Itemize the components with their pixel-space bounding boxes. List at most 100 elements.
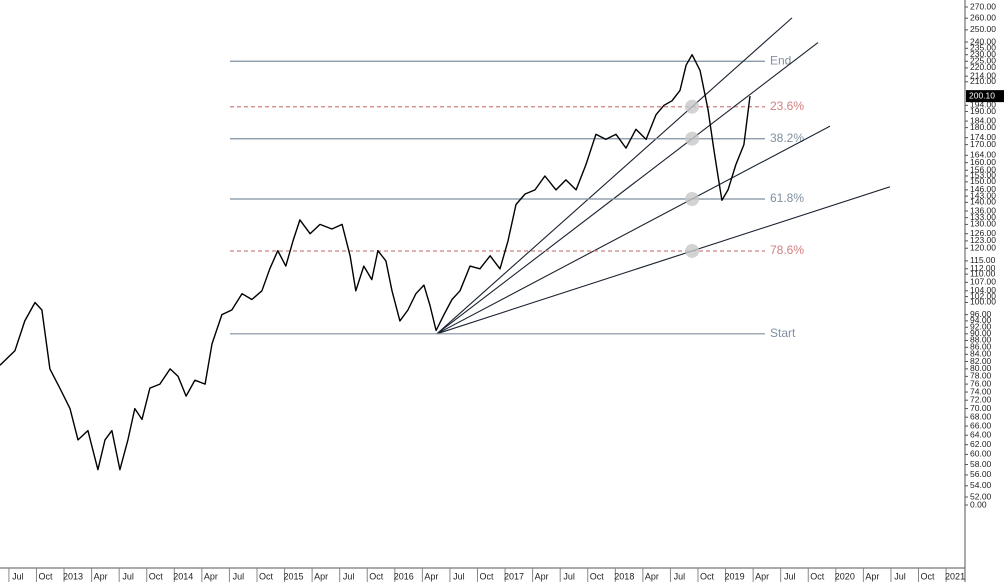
y-tick-label: 66.00: [970, 420, 992, 430]
x-tick-label: Oct: [149, 571, 164, 581]
x-tick-label: Jul: [674, 571, 686, 581]
x-tick-label: Apr: [424, 571, 438, 581]
x-tick-label: 2016: [394, 571, 414, 581]
x-tick-label: Jul: [784, 571, 796, 581]
y-tick-label: 194.00: [970, 100, 996, 110]
y-tick-label: 0.00: [970, 499, 987, 509]
y-tick-label: 156.00: [970, 164, 996, 174]
y-tick-label: 54.00: [970, 480, 992, 490]
x-tick-label: 2015: [284, 571, 304, 581]
x-tick-label: Apr: [314, 571, 328, 581]
fan-point: [685, 99, 700, 114]
x-tick-label: 2020: [835, 571, 855, 581]
x-tick-label: Oct: [810, 571, 825, 581]
y-tick-label: 52.00: [970, 491, 992, 501]
y-tick-label: 180.00: [970, 122, 996, 132]
y-tick-label: 64.00: [970, 429, 992, 439]
y-tick-label: 96.00: [970, 309, 992, 319]
fan-line: [436, 42, 819, 335]
x-tick-label: Apr: [94, 571, 108, 581]
x-tick-label: Jul: [122, 571, 134, 581]
fib-label: 38.2%: [770, 131, 804, 145]
y-tick-label: 230.00: [970, 49, 996, 59]
y-tick-label: 74.00: [970, 386, 992, 396]
fan-line: [436, 186, 891, 335]
fan-point: [685, 191, 700, 206]
y-tick-label: 62.00: [970, 439, 992, 449]
x-tick-label: Jul: [894, 571, 906, 581]
x-tick-label: Apr: [755, 571, 769, 581]
x-tick-label: Oct: [700, 571, 715, 581]
y-tick-label: 133.00: [970, 212, 996, 222]
x-tick-label: Oct: [38, 571, 53, 581]
x-tick-label: Oct: [921, 571, 936, 581]
y-tick-label: 164.00: [970, 150, 996, 160]
y-tick-label: 130.00: [970, 219, 996, 229]
fib-label: End: [770, 53, 791, 67]
y-tick-label: 140.00: [970, 197, 996, 207]
y-tick-label: 115.00: [970, 255, 996, 265]
fan-line: [436, 125, 831, 335]
y-tick-label: 270.00: [970, 1, 996, 11]
y-tick-label: 76.00: [970, 378, 992, 388]
x-tick-label: Jul: [343, 571, 355, 581]
y-tick-label: 102.00: [970, 291, 996, 301]
y-tick-label: 260.00: [970, 12, 996, 22]
y-tick-label: 214.00: [970, 70, 996, 80]
price-line: [0, 54, 751, 471]
y-tick-label: 143.00: [970, 190, 996, 200]
y-tick-label: 184.00: [970, 115, 996, 125]
y-tick-label: 90.00: [970, 328, 992, 338]
x-tick-label: Apr: [865, 571, 879, 581]
fan-line: [436, 17, 793, 335]
fan-point: [685, 131, 700, 146]
x-tick-label: 2021: [945, 571, 965, 581]
y-tick-label: 160.00: [970, 157, 996, 167]
y-tick-label: 100.00: [970, 297, 996, 307]
y-tick-label: 70.00: [970, 403, 992, 413]
x-tick-label: 2013: [63, 571, 83, 581]
y-tick-label: 146.00: [970, 184, 996, 194]
y-tick-label: 123.00: [970, 235, 996, 245]
y-tick-label: 56.00: [970, 469, 992, 479]
y-tick-label: 210.00: [970, 76, 996, 86]
y-tick-label: 150.00: [970, 176, 996, 186]
y-tick-label: 170.00: [970, 139, 996, 149]
fib-label: 61.8%: [770, 191, 804, 205]
y-tick-label: 240.00: [970, 36, 996, 46]
x-tick-label: 2014: [173, 571, 193, 581]
x-tick-label: Oct: [590, 571, 605, 581]
y-tick-label: 86.00: [970, 342, 992, 352]
fib-label: Start: [770, 326, 796, 340]
y-tick-label: 110.00: [970, 268, 996, 278]
y-tick-label: 72.00: [970, 394, 992, 404]
last-price-label: 200.10: [969, 90, 995, 100]
x-tick-label: 2018: [614, 571, 634, 581]
fib-label: 23.6%: [770, 99, 804, 113]
y-tick-label: 220.00: [970, 62, 996, 72]
y-tick-label: 136.00: [970, 205, 996, 215]
y-tick-label: 88.00: [970, 335, 992, 345]
x-tick-label: Oct: [369, 571, 384, 581]
x-tick-label: Jul: [453, 571, 465, 581]
y-tick-label: 78.00: [970, 371, 992, 381]
fan-point: [685, 243, 700, 258]
last-price-box: [966, 90, 1004, 103]
x-tick-label: Jul: [12, 571, 24, 581]
y-tick-label: 190.00: [970, 106, 996, 116]
y-tick-label: 107.00: [970, 277, 996, 287]
y-tick-label: 225.00: [970, 55, 996, 65]
y-tick-label: 112.00: [970, 263, 996, 273]
y-tick-label: 104.00: [970, 285, 996, 295]
y-tick-label: 92.00: [970, 322, 992, 332]
y-tick-label: 153.00: [970, 170, 996, 180]
y-tick-label: 235.00: [970, 43, 996, 53]
x-tick-label: Oct: [259, 571, 274, 581]
y-tick-label: 94.00: [970, 315, 992, 325]
x-tick-label: Apr: [535, 571, 549, 581]
y-tick-label: 80.00: [970, 363, 992, 373]
y-tick-label: 68.00: [970, 411, 992, 421]
x-tick-label: Jul: [233, 571, 245, 581]
